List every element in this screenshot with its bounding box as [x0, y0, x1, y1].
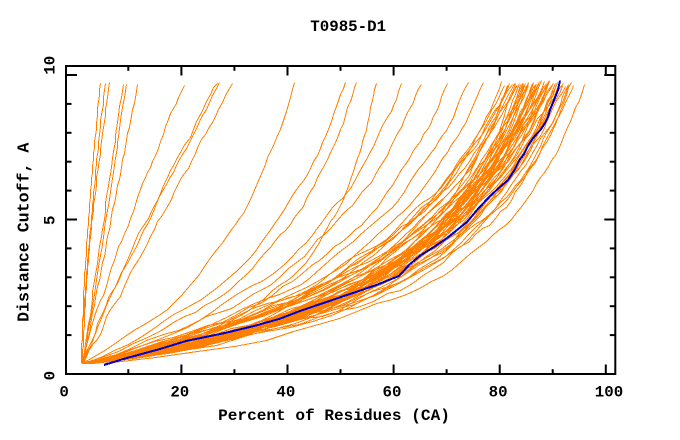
svg-text:Distance Cutoff, A: Distance Cutoff, A	[15, 143, 34, 322]
svg-text:100: 100	[595, 383, 623, 401]
svg-text:40: 40	[276, 383, 295, 401]
svg-text:T0985-D1: T0985-D1	[310, 18, 386, 36]
svg-text:20: 20	[170, 383, 189, 401]
svg-text:0: 0	[59, 383, 68, 401]
svg-text:10: 10	[42, 56, 60, 75]
svg-text:0: 0	[42, 371, 60, 380]
svg-text:80: 80	[489, 383, 508, 401]
svg-text:60: 60	[383, 383, 402, 401]
svg-text:Percent of Residues (CA): Percent of Residues (CA)	[218, 407, 450, 425]
svg-text:5: 5	[42, 216, 60, 225]
